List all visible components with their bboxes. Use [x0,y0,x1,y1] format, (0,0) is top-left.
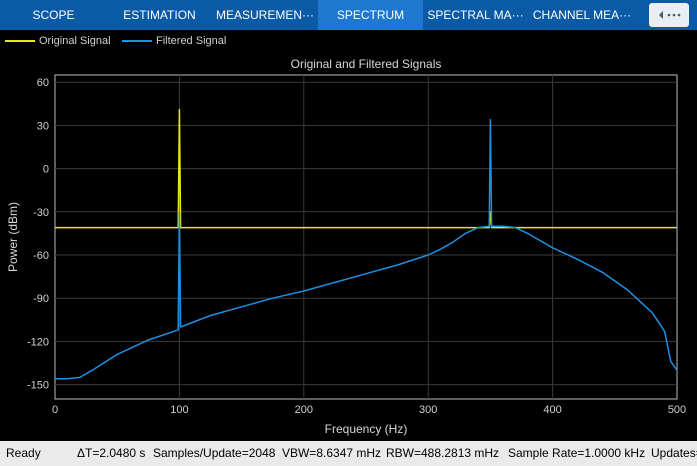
status-sample-rate: Sample Rate=1.0000 kHz [508,446,646,460]
x-tick-label: 200 [295,404,313,416]
y-axis-label: Power (dBm) [6,202,20,272]
x-tick-label: 100 [170,404,188,416]
y-tick-label: -30 [33,207,49,219]
status-samples-per-update: Samples/Update=2048 [153,446,276,460]
y-tick-label: -90 [33,293,49,305]
y-tick-label: -150 [27,380,49,392]
legend-item-filtered-signal[interactable]: Filtered Signal [122,30,232,52]
x-tick-label: 500 [668,404,686,416]
x-tick-label: 300 [419,404,437,416]
series-line-original-signal [55,108,677,229]
x-axis-label: Frequency (Hz) [325,422,408,436]
y-tick-label: 30 [37,120,49,132]
tab-measurements[interactable]: MEASUREMEN··· [216,8,314,22]
legend-label: Original Signal [39,35,111,47]
tab-spectrum[interactable]: SPECTRUM [318,0,423,30]
legend-item-original-signal[interactable]: Original Signal [5,30,115,52]
legend-label: Filtered Signal [156,35,227,47]
y-tick-label: -60 [33,250,49,262]
grid-lines [55,75,677,399]
x-tick-label: 400 [543,404,561,416]
series-lines [55,108,678,380]
collapse-toolstrip-button[interactable] [649,3,689,27]
legend-swatch [5,40,35,42]
tab-estimation[interactable]: ESTIMATION [123,8,196,22]
status-updates: Updates= [651,446,697,460]
tab-channel-measurements[interactable]: CHANNEL MEA··· [532,8,632,22]
status-state: Ready [6,446,41,460]
tab-spectral-mask[interactable]: SPECTRAL MA··· [427,8,524,22]
toolstrip-tabs: SCOPE ESTIMATION MEASUREMEN··· SPECTRUM … [0,0,697,30]
status-delta-t: ΔT=2.0480 s [77,446,146,460]
y-tick-label: -120 [27,336,49,348]
tab-scope[interactable]: SCOPE [32,8,75,22]
status-rbw: RBW=488.2813 mHz [386,446,500,460]
status-vbw: VBW=8.6347 mHz [282,446,382,460]
series-line-filtered-signal [55,118,678,380]
legend: Original Signal Filtered Signal [0,30,697,52]
y-tick-label: 60 [37,77,49,89]
axes-frame [54,74,678,400]
status-bar: Ready ΔT=2.0480 s Samples/Update=2048 VB… [0,441,697,466]
chart-title: Original and Filtered Signals [291,57,442,71]
chevron-up-icon [659,11,681,19]
y-tick-label: 0 [43,164,49,176]
spectrum-plot[interactable]: Original and Filtered Signals 0 100 200 300… [0,52,697,441]
spectrum-chart: Original and Filtered Signals 0 100 200 300… [6,57,686,436]
tick-labels: 0 100 200 300 400 500 -150 -120 -90 -60 -30 0 30 60 [27,77,686,416]
legend-swatch [122,40,152,42]
x-tick-label: 0 [52,404,58,416]
